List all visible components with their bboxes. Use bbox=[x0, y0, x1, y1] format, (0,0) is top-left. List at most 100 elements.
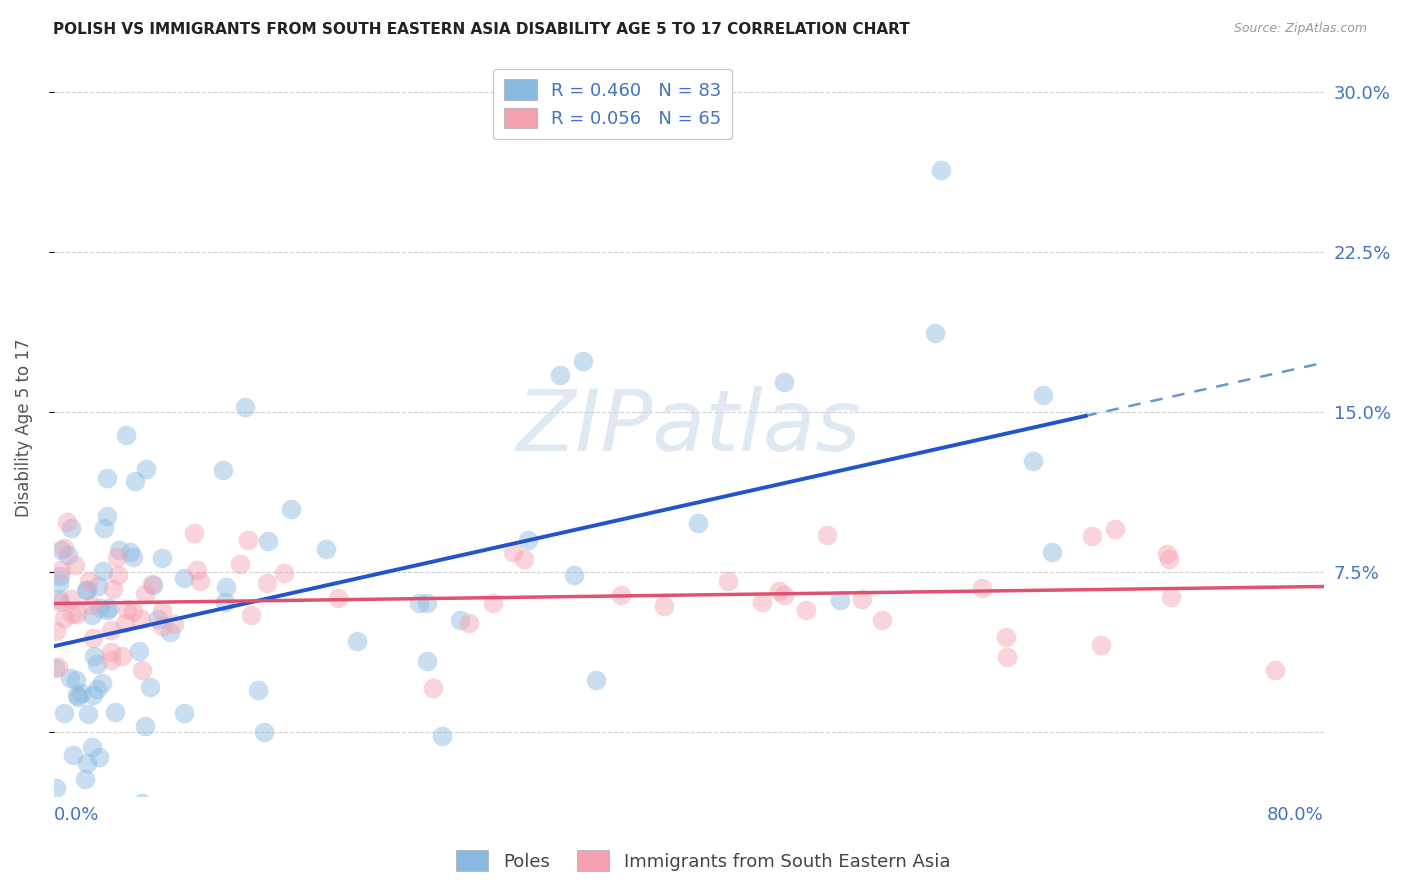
Point bbox=[851, 591, 873, 606]
Point bbox=[96, 470, 118, 484]
Point bbox=[186, 563, 208, 577]
Point bbox=[128, 644, 150, 658]
Point bbox=[610, 588, 633, 602]
Point bbox=[1022, 453, 1045, 467]
Text: 80.0%: 80.0% bbox=[1267, 806, 1324, 824]
Point bbox=[173, 706, 195, 720]
Point bbox=[502, 544, 524, 558]
Point bbox=[214, 594, 236, 608]
Point bbox=[228, 557, 250, 571]
Point bbox=[482, 596, 505, 610]
Point bbox=[93, 521, 115, 535]
Point bbox=[548, 368, 571, 382]
Point bbox=[44, 660, 66, 674]
Point bbox=[96, 509, 118, 524]
Point bbox=[449, 613, 471, 627]
Point bbox=[124, 474, 146, 488]
Point bbox=[82, 631, 104, 645]
Point bbox=[247, 683, 270, 698]
Point bbox=[56, 548, 79, 562]
Point bbox=[76, 756, 98, 771]
Point bbox=[562, 567, 585, 582]
Text: Source: ZipAtlas.com: Source: ZipAtlas.com bbox=[1233, 22, 1367, 36]
Point bbox=[924, 326, 946, 341]
Point bbox=[141, 576, 163, 591]
Point bbox=[91, 676, 114, 690]
Point bbox=[120, 544, 142, 558]
Point bbox=[457, 615, 479, 630]
Point bbox=[98, 600, 121, 615]
Point bbox=[238, 533, 260, 548]
Point bbox=[870, 613, 893, 627]
Point bbox=[183, 526, 205, 541]
Point bbox=[256, 576, 278, 591]
Point bbox=[46, 659, 69, 673]
Point bbox=[108, 543, 131, 558]
Point bbox=[111, 648, 134, 663]
Point bbox=[66, 689, 89, 703]
Text: 0.0%: 0.0% bbox=[53, 806, 100, 824]
Point bbox=[121, 550, 143, 565]
Point bbox=[114, 616, 136, 631]
Point bbox=[273, 566, 295, 580]
Point bbox=[87, 749, 110, 764]
Point bbox=[67, 690, 90, 704]
Point bbox=[49, 595, 72, 609]
Point bbox=[49, 563, 72, 577]
Point bbox=[134, 587, 156, 601]
Point bbox=[101, 582, 124, 596]
Point bbox=[931, 163, 953, 178]
Point bbox=[80, 608, 103, 623]
Point bbox=[82, 689, 104, 703]
Point bbox=[69, 686, 91, 700]
Point bbox=[87, 579, 110, 593]
Point bbox=[1159, 552, 1181, 566]
Point bbox=[328, 591, 350, 605]
Point bbox=[45, 780, 67, 795]
Point bbox=[100, 871, 122, 886]
Point bbox=[1264, 663, 1286, 677]
Point bbox=[768, 584, 790, 599]
Point bbox=[214, 580, 236, 594]
Point bbox=[86, 657, 108, 671]
Y-axis label: Disability Age 5 to 17: Disability Age 5 to 17 bbox=[15, 338, 32, 516]
Point bbox=[828, 593, 851, 607]
Point bbox=[107, 567, 129, 582]
Point bbox=[66, 607, 89, 621]
Point bbox=[52, 611, 75, 625]
Point bbox=[75, 582, 97, 597]
Point bbox=[86, 681, 108, 696]
Point bbox=[96, 603, 118, 617]
Point bbox=[1042, 544, 1064, 558]
Point bbox=[48, 591, 70, 606]
Point bbox=[686, 516, 709, 530]
Point bbox=[139, 681, 162, 695]
Point bbox=[717, 574, 740, 589]
Point bbox=[513, 552, 536, 566]
Point bbox=[134, 719, 156, 733]
Point bbox=[150, 619, 173, 633]
Point bbox=[252, 725, 274, 739]
Point bbox=[100, 623, 122, 637]
Point bbox=[122, 603, 145, 617]
Point bbox=[52, 541, 75, 556]
Legend: Poles, Immigrants from South Eastern Asia: Poles, Immigrants from South Eastern Asi… bbox=[449, 843, 957, 879]
Point bbox=[56, 515, 79, 529]
Point bbox=[416, 654, 439, 668]
Point bbox=[995, 649, 1018, 664]
Text: POLISH VS IMMIGRANTS FROM SOUTH EASTERN ASIA DISABILITY AGE 5 TO 17 CORRELATION : POLISH VS IMMIGRANTS FROM SOUTH EASTERN … bbox=[53, 22, 910, 37]
Point bbox=[173, 571, 195, 585]
Point bbox=[114, 427, 136, 442]
Point bbox=[142, 578, 165, 592]
Point bbox=[76, 582, 98, 597]
Point bbox=[53, 706, 76, 720]
Point bbox=[105, 549, 128, 564]
Point bbox=[212, 462, 235, 476]
Point bbox=[100, 652, 122, 666]
Point bbox=[751, 595, 773, 609]
Point bbox=[62, 748, 84, 763]
Point bbox=[1081, 529, 1104, 543]
Point bbox=[517, 533, 540, 547]
Point bbox=[1156, 547, 1178, 561]
Point bbox=[773, 588, 796, 602]
